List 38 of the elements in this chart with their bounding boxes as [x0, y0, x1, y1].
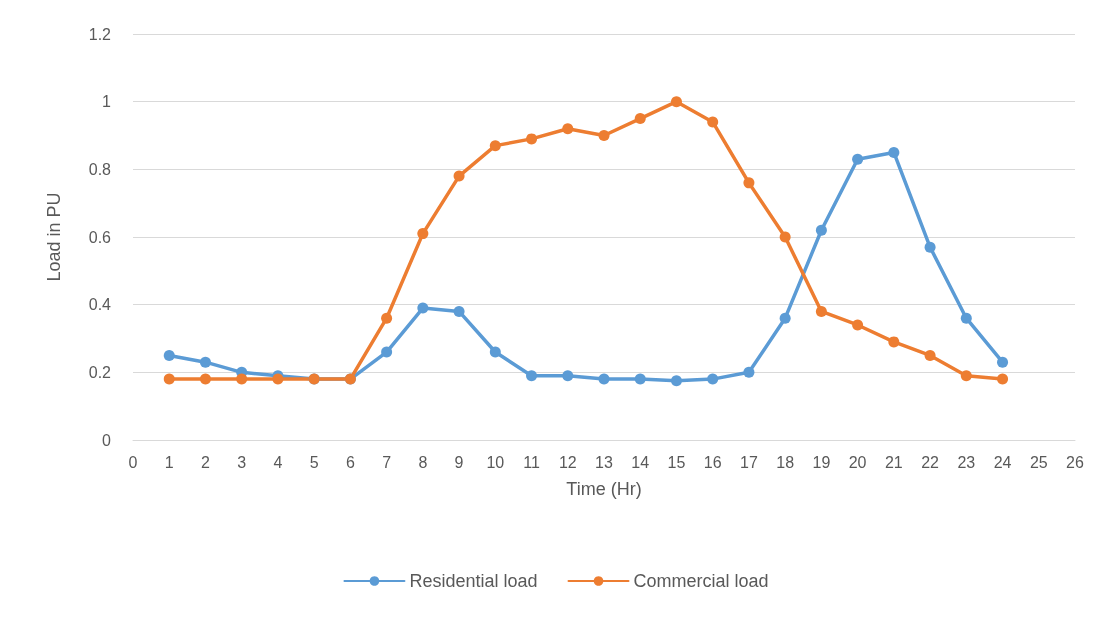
x-tick-label: 11: [523, 453, 540, 471]
x-tick-label: 7: [382, 453, 392, 471]
x-tick-label: 0: [128, 453, 138, 471]
y-tick-label: 0.2: [88, 363, 112, 381]
x-tick-label: 9: [454, 453, 464, 471]
x-tick-label: 3: [237, 453, 247, 471]
y-tick-label: 1.2: [88, 25, 112, 43]
x-tick-label: 4: [273, 453, 283, 471]
x-tick-label: 26: [1066, 453, 1084, 471]
x-tick-label: 13: [595, 453, 613, 471]
x-tick-label: 12: [558, 453, 577, 471]
x-tick-label: 14: [631, 453, 650, 471]
legend-label: Residential load: [409, 571, 538, 591]
y-tick-label: 0.8: [88, 160, 112, 178]
x-tick-label: 15: [667, 453, 686, 471]
y-tick-label: 0.6: [88, 228, 112, 246]
x-tick-label: 23: [957, 453, 976, 471]
x-tick-label: 2: [201, 453, 211, 471]
x-tick-label: 16: [703, 453, 722, 471]
x-tick-label: 10: [486, 453, 505, 471]
x-tick-label: 21: [884, 453, 903, 471]
y-axis-title: Load in PU: [44, 192, 64, 282]
x-tick-label: 8: [418, 453, 428, 471]
y-tick-label: 1: [102, 93, 112, 111]
x-tick-label: 5: [309, 453, 319, 471]
x-tick-label: 6: [345, 453, 355, 471]
x-tick-label: 18: [776, 453, 795, 471]
x-tick-label: 22: [921, 453, 940, 471]
x-tick-label: 25: [1029, 453, 1048, 471]
x-tick-label: 24: [993, 453, 1012, 471]
y-tick-label: 0: [102, 431, 112, 449]
x-tick-label: 20: [848, 453, 867, 471]
x-axis-title: Time (Hr): [566, 479, 642, 499]
y-tick-label: 0.4: [88, 296, 112, 314]
x-tick-label: 17: [740, 453, 758, 471]
x-tick-label: 19: [812, 453, 831, 471]
legend-label: Commercial load: [633, 571, 769, 591]
x-tick-label: 1: [164, 453, 174, 471]
